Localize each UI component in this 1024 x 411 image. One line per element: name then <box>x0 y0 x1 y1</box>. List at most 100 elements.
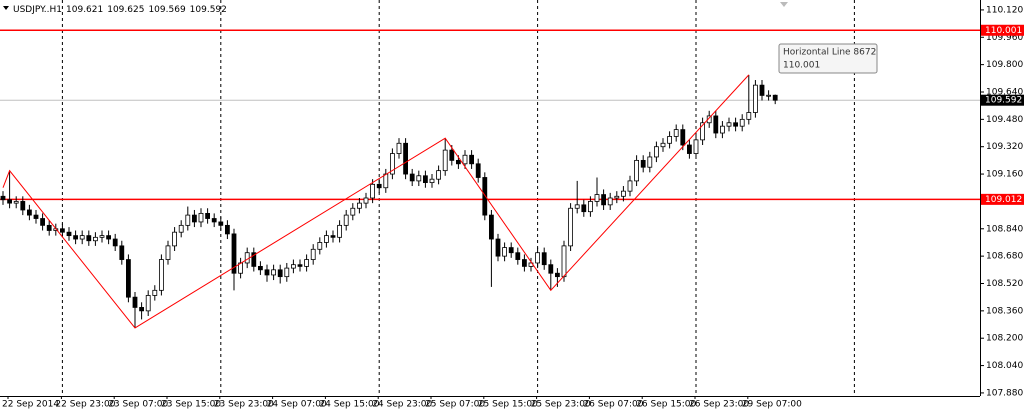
y-tick-label: 108.520 <box>986 279 1023 289</box>
candle-body <box>284 267 290 278</box>
x-tick-label: 29 Sep 07:00 <box>742 400 802 410</box>
candle-body <box>488 214 494 240</box>
candle-body <box>158 259 164 291</box>
candle-body <box>409 173 415 182</box>
x-tick-label: 22 Sep 2014 <box>2 400 59 410</box>
candle-body <box>422 175 428 184</box>
candle-body <box>568 207 573 247</box>
y-tick-label: 109.160 <box>986 170 1023 180</box>
candle-body <box>93 236 98 242</box>
candle-body <box>680 129 686 146</box>
header-symbol: USDJPY..H1 <box>13 5 62 15</box>
candle-body <box>304 259 310 267</box>
candle-body <box>106 235 111 240</box>
header: USDJPY..H1 109.621 109.625 109.569 109.592 <box>13 5 227 15</box>
y-tick-label: 109.320 <box>986 142 1023 152</box>
candle-body <box>218 221 224 226</box>
x-tick-label: 25 Sep 07:00 <box>425 400 485 410</box>
candle-body <box>165 245 171 260</box>
candle-body <box>654 146 659 158</box>
y-tick-label: 109.480 <box>986 115 1023 125</box>
candle-body <box>211 218 217 223</box>
candle-body <box>251 252 257 267</box>
candle-body <box>469 154 475 165</box>
candle-body <box>462 154 468 165</box>
candle-body <box>376 183 382 189</box>
candle-body <box>627 180 633 192</box>
candle-body <box>86 235 92 242</box>
candle-body <box>700 122 705 141</box>
y-tick-label: 110.120 <box>986 5 1023 15</box>
candle-body <box>541 252 547 266</box>
header-close: 109.592 <box>190 5 227 15</box>
horizontal-line-label: 109.012 <box>985 195 1022 205</box>
candle-body <box>396 142 402 154</box>
candle-body <box>310 248 316 260</box>
x-tick-label: 23 Sep 07:00 <box>108 400 168 410</box>
candle-body <box>99 235 105 238</box>
candle-body <box>455 159 461 165</box>
x-tick-label: 23 Sep 23:00 <box>214 400 274 410</box>
y-tick-label: 108.360 <box>986 306 1023 316</box>
candle-body <box>185 214 191 226</box>
candle-body <box>759 84 765 96</box>
y-tick-label: 109.800 <box>986 60 1023 70</box>
x-tick-label: 26 Sep 23:00 <box>689 400 749 410</box>
candle-body <box>343 214 349 226</box>
last-price-label-bg <box>981 94 1024 106</box>
candle-body <box>673 129 679 137</box>
symbol-menu-arrow[interactable] <box>3 6 9 10</box>
candle-body <box>739 118 745 127</box>
x-tick-label: 23 Sep 15:00 <box>161 400 221 410</box>
candle-body <box>733 122 738 127</box>
candle-body <box>449 149 455 161</box>
horizontal-line-label: 110.001 <box>985 26 1022 36</box>
candle-body <box>224 224 230 235</box>
candle-body <box>198 212 204 223</box>
candle-body <box>350 207 356 216</box>
candle-body <box>647 156 653 168</box>
candle-body <box>66 231 72 237</box>
y-tick-label: 109.640 <box>986 87 1023 97</box>
candle-body <box>79 235 85 240</box>
candle-body <box>290 264 296 269</box>
y-tick-label: 107.880 <box>986 388 1023 398</box>
candle-body <box>0 195 6 201</box>
candle-body <box>588 201 593 213</box>
candle-body <box>26 209 32 216</box>
candle-body <box>383 173 389 189</box>
x-tick-label: 25 Sep 23:00 <box>531 400 591 410</box>
candle-body <box>231 233 237 274</box>
x-tick-label: 25 Sep 15:00 <box>478 400 538 410</box>
candle-body <box>614 195 620 199</box>
candle-body <box>363 197 369 204</box>
candle-body <box>502 247 508 257</box>
candle-body <box>720 125 725 134</box>
candle-body <box>403 142 409 175</box>
y-tick-label: 108.200 <box>986 334 1023 344</box>
candle-body <box>317 242 323 250</box>
candle-body <box>482 177 488 216</box>
chart-shift-marker[interactable] <box>780 2 788 7</box>
horizontal-line-label-bg <box>981 193 1024 205</box>
candle-body <box>132 296 138 308</box>
candle-body <box>667 136 672 144</box>
candle-body <box>416 175 422 182</box>
candle-body <box>145 295 151 312</box>
candle-body <box>561 245 567 278</box>
x-tick-label: 26 Sep 07:00 <box>583 400 643 410</box>
candle-body <box>746 112 752 120</box>
x-tick-label: 24 Sep 07:00 <box>267 400 327 410</box>
candle-body <box>370 183 376 199</box>
y-tick-label: 108.040 <box>986 361 1023 371</box>
candle-body <box>60 228 65 233</box>
y-tick-label: 109.960 <box>986 33 1023 43</box>
candle-body <box>172 231 178 247</box>
candle-body <box>139 307 145 312</box>
tooltip-title: Horizontal Line 8672 <box>783 48 876 58</box>
horizontal-line-label-bg <box>981 24 1024 36</box>
tooltip-value: 110.001 <box>783 61 820 71</box>
candle-body <box>46 224 52 231</box>
candle-body <box>508 247 514 254</box>
